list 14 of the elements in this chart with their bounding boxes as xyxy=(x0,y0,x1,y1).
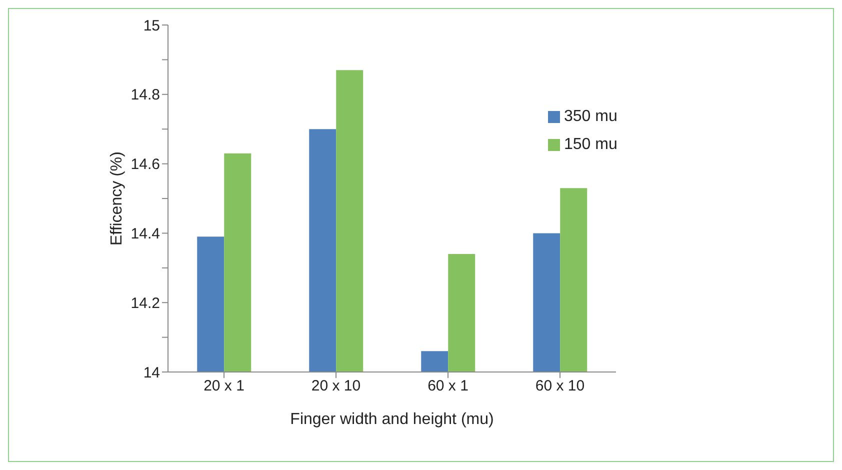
x-tick-label: 20 x 1 xyxy=(204,378,244,395)
y-axis-title: Efficency (%) xyxy=(108,152,126,246)
y-tick-label: 14.8 xyxy=(130,86,160,104)
y-tick-label: 14.4 xyxy=(130,226,160,243)
x-tick-label: 20 x 10 xyxy=(311,378,361,395)
x-axis-title: Finger width and height (mu) xyxy=(290,411,494,428)
x-tick-label: 60 x 10 xyxy=(535,378,585,395)
x-tick-label: 60 x 1 xyxy=(428,378,468,395)
y-tick-label: 14.6 xyxy=(130,156,160,174)
legend-label: 350 mu xyxy=(564,108,618,125)
y-tick-label: 14.2 xyxy=(130,294,160,312)
y-tick-label: 14 xyxy=(143,364,160,382)
y-tick-label: 15 xyxy=(143,17,160,34)
legend-label: 150 mu xyxy=(564,136,618,153)
